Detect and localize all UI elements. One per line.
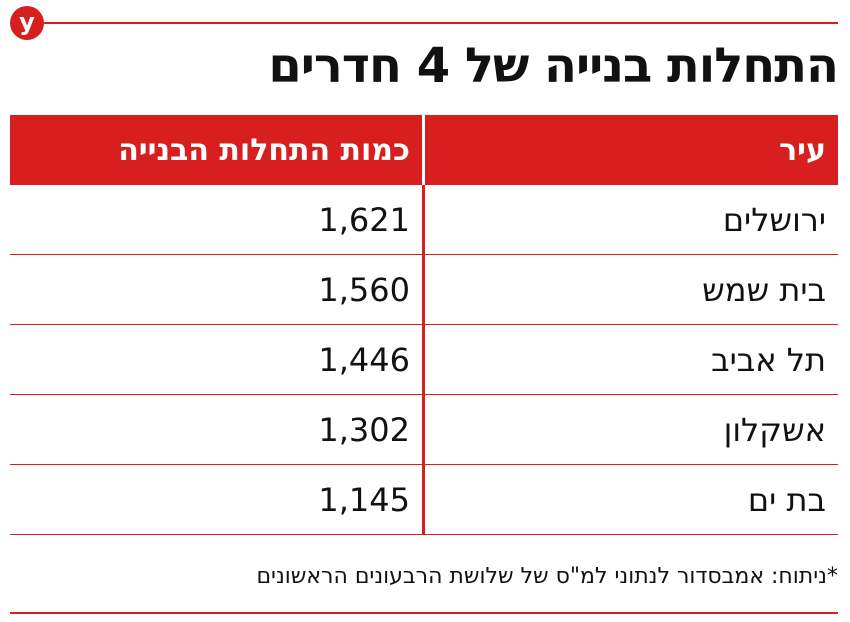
table-header-row: עיר כמות התחלות הבנייה [10, 115, 838, 185]
cell-count: 1,145 [10, 465, 425, 534]
cell-city: אשקלון [723, 410, 826, 449]
table-row: בית שמש 1,560 [10, 255, 838, 325]
cell-count: 1,302 [10, 395, 425, 464]
cell-city: תל אביב [711, 340, 826, 379]
table-row: תל אביב 1,446 [10, 325, 838, 395]
brand-logo: y [10, 6, 44, 40]
table-row: בת ים 1,145 [10, 465, 838, 535]
cell-city: בית שמש [702, 270, 826, 309]
cell-count: 1,560 [10, 255, 425, 324]
table-row: אשקלון 1,302 [10, 395, 838, 465]
header-city: עיר [779, 132, 826, 168]
data-table: עיר כמות התחלות הבנייה ירושלים 1,621 בית… [10, 115, 838, 535]
header-count: כמות התחלות הבנייה [10, 115, 425, 185]
top-divider [44, 22, 838, 24]
cell-city: בת ים [747, 480, 826, 519]
table-row: ירושלים 1,621 [10, 185, 838, 255]
bottom-divider [10, 612, 838, 614]
cell-count: 1,446 [10, 325, 425, 394]
page-title: התחלות בנייה של 4 חדרים [268, 38, 839, 94]
cell-city: ירושלים [722, 200, 826, 239]
footnote: *ניתוח: אמבסדור לנתוני למ"ס של שלושת הרב… [256, 564, 838, 589]
cell-count: 1,621 [10, 185, 425, 254]
